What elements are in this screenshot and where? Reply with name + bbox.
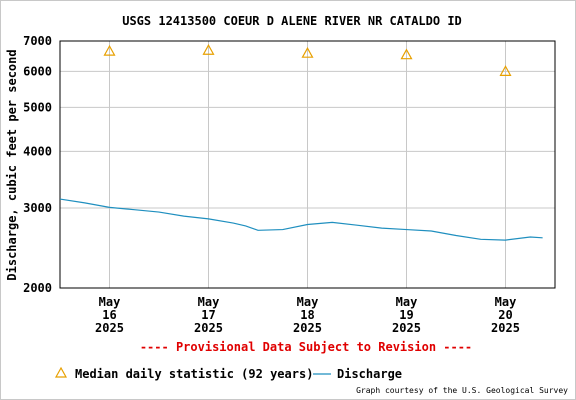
x-tick-label-line: 2025 bbox=[392, 321, 421, 335]
median-triangle-marker bbox=[499, 65, 512, 76]
y-tick-label: 4000 bbox=[23, 144, 52, 158]
y-tick-label: 5000 bbox=[23, 100, 52, 114]
discharge-series-line bbox=[59, 198, 543, 241]
chart-title: USGS 12413500 COEUR D ALENE RIVER NR CAT… bbox=[122, 14, 462, 28]
y-tick-label: 2000 bbox=[23, 281, 52, 295]
median-triangle-marker bbox=[202, 43, 215, 55]
x-tick-label-line: 2025 bbox=[293, 321, 322, 335]
legend-discharge-label: Discharge bbox=[337, 367, 402, 381]
x-tick-label-line: May bbox=[99, 295, 121, 309]
median-markers bbox=[103, 43, 512, 76]
x-tick-label-line: 2025 bbox=[194, 321, 223, 335]
x-tick-label-line: 18 bbox=[300, 308, 314, 322]
x-tick-label-line: 2025 bbox=[491, 321, 520, 335]
x-tick-label-line: 19 bbox=[399, 308, 413, 322]
x-tick-label-line: 20 bbox=[498, 308, 512, 322]
y-tick-label: 3000 bbox=[23, 201, 52, 215]
y-tick-labels: 2000 3000 4000 5000 6000 7000 bbox=[23, 34, 52, 295]
x-tick-label-line: May bbox=[396, 295, 418, 309]
x-tick-label-line: May bbox=[198, 295, 220, 309]
x-tick-label-line: May bbox=[297, 295, 319, 309]
x-tick-label: May 16 2025 bbox=[95, 295, 124, 335]
x-tick-label-line: 2025 bbox=[95, 321, 124, 335]
x-gridlines bbox=[109, 41, 506, 288]
y-axis-label: Discharge, cubic feet per second bbox=[5, 49, 19, 280]
x-tick-label-line: 17 bbox=[201, 308, 215, 322]
y-tick-label: 6000 bbox=[23, 64, 52, 78]
y-tick-label: 7000 bbox=[23, 34, 52, 48]
provisional-note: ---- Provisional Data Subject to Revisio… bbox=[140, 340, 472, 354]
x-tick-label: May 17 2025 bbox=[194, 295, 223, 335]
plot-border bbox=[59, 40, 556, 289]
legend-median-triangle-icon bbox=[54, 366, 68, 378]
median-triangle-marker bbox=[103, 44, 116, 56]
legend: Median daily statistic (92 years) Discha… bbox=[54, 366, 402, 381]
x-tick-label: May 18 2025 bbox=[293, 295, 322, 335]
median-triangle-marker bbox=[400, 48, 413, 60]
x-tick-label-line: 16 bbox=[102, 308, 116, 322]
legend-median-label: Median daily statistic (92 years) bbox=[75, 367, 313, 381]
credit-text: Graph courtesy of the U.S. Geological Su… bbox=[356, 386, 568, 395]
x-tick-label: May 20 2025 bbox=[491, 295, 520, 335]
x-tick-label-line: May bbox=[495, 295, 517, 309]
x-tick-label: May 19 2025 bbox=[392, 295, 421, 335]
median-triangle-marker bbox=[301, 46, 314, 58]
